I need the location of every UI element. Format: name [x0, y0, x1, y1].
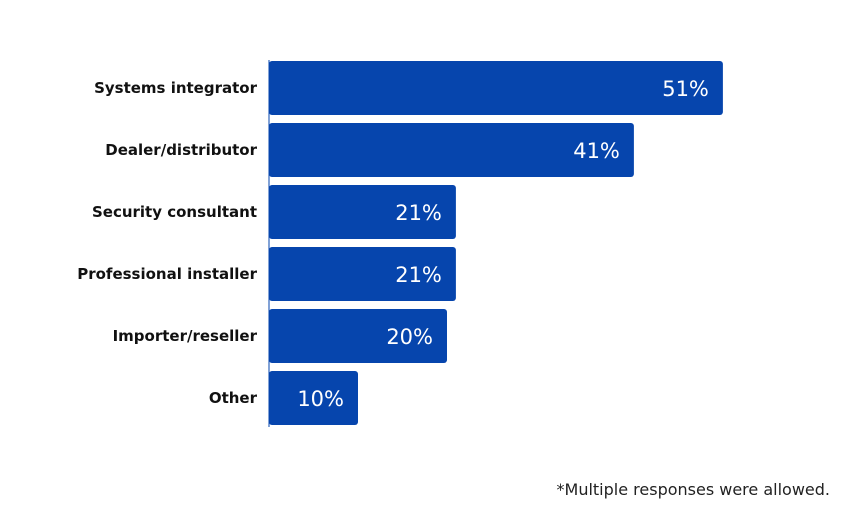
bar [269, 61, 723, 115]
bars-layer [269, 61, 723, 425]
category-label: Professional installer [77, 265, 257, 283]
category-label: Importer/reseller [113, 327, 258, 345]
value-label: 21% [395, 263, 442, 287]
value-label: 10% [297, 387, 344, 411]
category-label: Other [209, 389, 258, 407]
bar [269, 185, 456, 239]
bar [269, 309, 447, 363]
value-label: 41% [573, 139, 620, 163]
category-label: Systems integrator [94, 79, 258, 97]
bar-chart: Systems integrator 51% Dealer/distributor 4… [77, 60, 723, 427]
bar [269, 247, 456, 301]
category-label: Dealer/distributor [105, 141, 257, 159]
bar [269, 371, 358, 425]
value-label: 20% [386, 325, 433, 349]
category-label: Security consultant [92, 203, 257, 221]
labels-layer: Systems integrator 51% Dealer/distributor 4… [77, 77, 709, 411]
value-label: 21% [395, 201, 442, 225]
value-label: 51% [662, 77, 709, 101]
bar [269, 123, 634, 177]
footnote: *Multiple responses were allowed. [556, 480, 830, 499]
